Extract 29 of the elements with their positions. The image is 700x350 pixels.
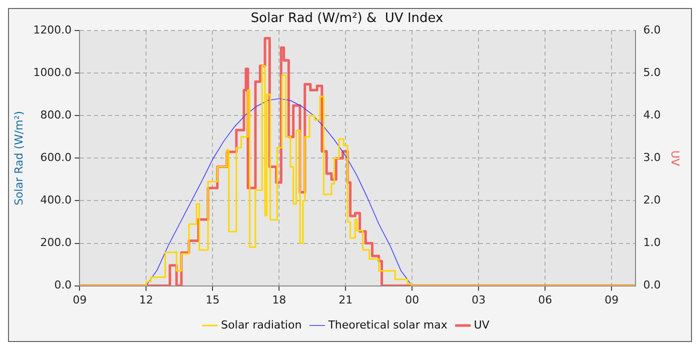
y2-tick-label: 6.0 xyxy=(643,23,661,36)
x-tick-label: 03 xyxy=(472,293,486,306)
x-tick-label: 09 xyxy=(72,293,87,306)
y2-tick-label: 3.0 xyxy=(643,151,661,164)
y2-tick-label: 0.0 xyxy=(643,278,661,292)
x-tick-label: 21 xyxy=(338,293,353,306)
y-tick-label: 1000.0 xyxy=(33,66,72,79)
y2-axis-title: UV xyxy=(668,150,682,166)
x-tick-label: 09 xyxy=(604,293,619,306)
x-tick-label: 12 xyxy=(139,293,154,306)
y-tick-label: 400.0 xyxy=(40,194,72,207)
legend-label: Theoretical solar max xyxy=(327,318,448,332)
legend-label: Solar radiation xyxy=(221,318,302,332)
x-tick-label: 06 xyxy=(538,293,552,306)
y-tick-label: 0.0 xyxy=(54,278,72,292)
y-tick-label: 800.0 xyxy=(40,108,72,122)
y2-tick-label: 5.0 xyxy=(643,66,661,79)
y-tick-label: 600.0 xyxy=(40,151,72,164)
y-tick-label: 200.0 xyxy=(40,236,72,250)
x-tick-label: 15 xyxy=(206,293,220,306)
legend-label: UV xyxy=(474,318,490,332)
chart-title: Solar Rad (W/m²) & UV Index xyxy=(250,11,444,26)
y-axis-title: Solar Rad (W/m²) xyxy=(12,110,26,206)
y2-tick-label: 4.0 xyxy=(643,108,661,122)
y2-tick-label: 1.0 xyxy=(643,236,661,250)
y2-tick-label: 2.0 xyxy=(643,194,661,207)
y-tick-label: 1200.0 xyxy=(33,23,72,36)
x-tick-label: 18 xyxy=(272,293,286,306)
x-tick-label: 00 xyxy=(405,293,420,306)
